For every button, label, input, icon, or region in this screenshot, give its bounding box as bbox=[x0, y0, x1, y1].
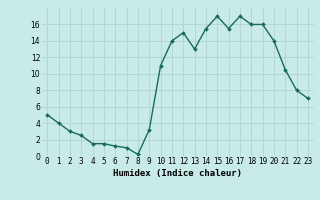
X-axis label: Humidex (Indice chaleur): Humidex (Indice chaleur) bbox=[113, 169, 242, 178]
